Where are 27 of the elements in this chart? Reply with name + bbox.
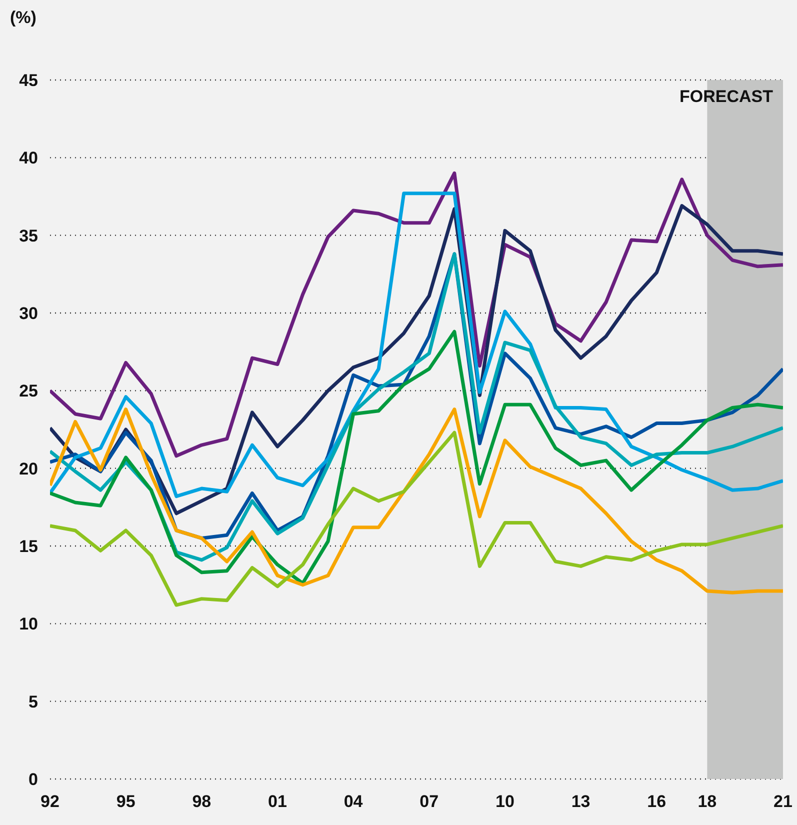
x-tick-label: 04 — [344, 792, 364, 812]
y-tick-label: 40 — [19, 148, 38, 168]
x-tick-label: 01 — [268, 792, 287, 812]
band-label: FORECAST — [680, 87, 774, 106]
y-tick-label: 35 — [19, 226, 38, 246]
x-tick-label: 18 — [698, 792, 717, 812]
y-tick-label: 0 — [28, 770, 38, 790]
x-tick-label: 95 — [116, 792, 136, 812]
x-tick-label: 16 — [647, 792, 666, 812]
y-tick-label: 5 — [28, 692, 38, 712]
y-tick-label: 30 — [19, 304, 38, 324]
x-tick-label: 21 — [774, 792, 792, 812]
x-tick-label: 07 — [420, 792, 439, 812]
x-tick-label: 98 — [192, 792, 212, 812]
y-tick-label: 20 — [19, 459, 38, 478]
line-series — [50, 430, 783, 607]
y-tick-label: 45 — [19, 71, 38, 90]
y-axis-title: (%) — [10, 8, 36, 28]
y-tick-label: 15 — [19, 537, 38, 556]
line-series — [50, 171, 783, 458]
line-series — [50, 330, 783, 586]
x-tick-label: 10 — [496, 792, 514, 812]
y-tick-label: 10 — [19, 614, 38, 634]
x-tick-label: 92 — [40, 792, 60, 812]
y-tick-label: 25 — [19, 382, 38, 401]
line-series — [50, 408, 783, 594]
x-tick-label: 13 — [571, 792, 590, 812]
